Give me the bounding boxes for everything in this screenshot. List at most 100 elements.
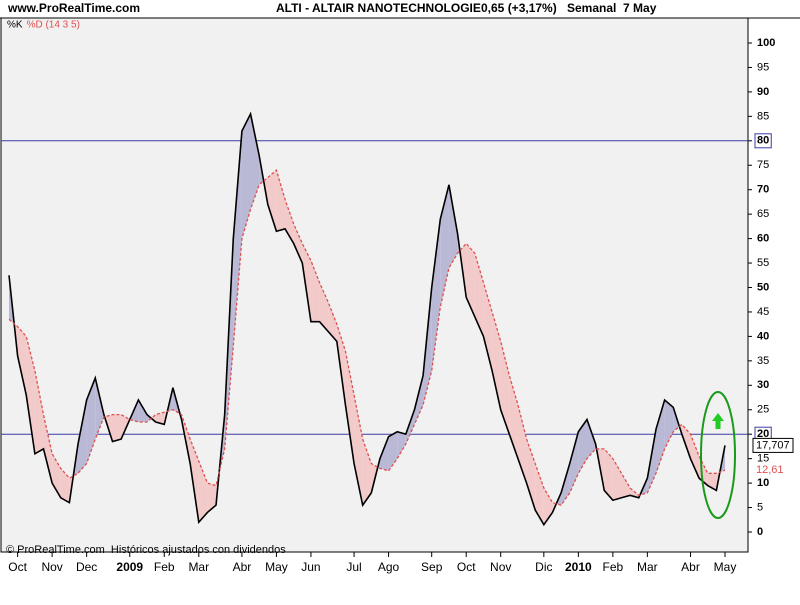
value-label: 12,61 bbox=[756, 464, 784, 476]
x-tick-label: Feb bbox=[603, 560, 624, 574]
fill-band bbox=[664, 399, 674, 449]
fill-band bbox=[500, 341, 510, 435]
fill-band bbox=[405, 409, 415, 444]
y-tick-label: 75 bbox=[757, 159, 769, 171]
y-tick-label: 85 bbox=[757, 110, 769, 122]
fill-band bbox=[207, 483, 217, 513]
y-tick-label: 80 bbox=[757, 135, 769, 147]
x-tick-label: Dec bbox=[76, 560, 97, 574]
fill-band bbox=[328, 302, 337, 342]
fill-band bbox=[379, 436, 389, 471]
x-tick-label: Dic bbox=[535, 560, 552, 574]
fill-band bbox=[604, 448, 613, 501]
fill-band bbox=[95, 377, 104, 440]
chart-title: ALTI - ALTAIR NANOTECHNOLOGIE bbox=[276, 1, 481, 15]
x-tick-label: Mar bbox=[637, 560, 658, 574]
y-tick-label: 40 bbox=[757, 330, 769, 342]
y-tick-label: 95 bbox=[757, 61, 769, 73]
fill-band bbox=[267, 170, 277, 232]
fill-band bbox=[586, 419, 596, 459]
fill-band bbox=[190, 439, 199, 523]
x-tick-label: Ago bbox=[378, 560, 400, 574]
y-tick-label: 0 bbox=[757, 526, 763, 538]
y-tick-label: 35 bbox=[757, 355, 769, 367]
y-tick-label: 50 bbox=[757, 281, 769, 293]
y-tick-label: 90 bbox=[757, 86, 769, 98]
fill-band bbox=[354, 395, 363, 506]
footer: © ProRealTime.com Históricos ajustados c… bbox=[6, 544, 286, 556]
fill-band bbox=[448, 184, 458, 268]
fill-band bbox=[345, 351, 355, 464]
fill-band bbox=[43, 414, 53, 484]
fill-band bbox=[690, 434, 700, 479]
y-tick-label: 100 bbox=[757, 37, 775, 49]
x-tick-label: Sep bbox=[421, 560, 443, 574]
y-tick-label: 65 bbox=[757, 208, 769, 220]
y-tick-label: 25 bbox=[757, 404, 769, 416]
fill-band bbox=[655, 399, 665, 474]
fill-band bbox=[431, 219, 441, 371]
fill-band bbox=[362, 439, 372, 506]
fill-band bbox=[414, 375, 424, 425]
price: 0,65 (+3,17%) bbox=[481, 1, 557, 15]
x-tick-label: May bbox=[265, 560, 288, 574]
fill-band bbox=[569, 431, 579, 493]
fill-band bbox=[561, 463, 570, 506]
fill-band bbox=[466, 243, 475, 317]
x-tick-label: Jun bbox=[301, 560, 320, 574]
fill-band bbox=[17, 326, 27, 396]
fill-band bbox=[319, 282, 329, 332]
fill-band bbox=[250, 113, 260, 210]
fill-band bbox=[492, 311, 501, 410]
fill-band bbox=[526, 439, 536, 510]
fill-band bbox=[155, 412, 165, 425]
y-tick-label: 30 bbox=[757, 379, 769, 391]
y-tick-label: 15 bbox=[757, 453, 769, 465]
fill-band bbox=[198, 461, 208, 523]
legend-label: %K bbox=[7, 20, 23, 31]
plot-area bbox=[0, 17, 749, 553]
fill-band bbox=[612, 458, 622, 501]
y-tick-label: 5 bbox=[757, 501, 763, 513]
x-tick-label: 2009 bbox=[116, 560, 143, 574]
fill-band bbox=[578, 419, 587, 474]
fill-band bbox=[86, 377, 96, 464]
y-tick-label: 60 bbox=[757, 233, 769, 245]
fill-band bbox=[681, 424, 691, 459]
x-tick-label: Nov bbox=[41, 560, 62, 574]
x-tick-label: Oct bbox=[457, 560, 476, 574]
fill-band bbox=[60, 468, 70, 503]
fill-band bbox=[34, 370, 44, 454]
x-tick-label: Oct bbox=[8, 560, 27, 574]
x-tick-label: Abr bbox=[233, 560, 252, 574]
y-tick-box bbox=[754, 133, 772, 149]
x-tick-label: Feb bbox=[154, 560, 175, 574]
fill-band bbox=[621, 473, 631, 498]
fill-band bbox=[26, 336, 35, 454]
fill-band bbox=[276, 170, 286, 232]
series-line bbox=[8, 168, 726, 506]
y-tick-label: 70 bbox=[757, 184, 769, 196]
legend-label: %D (14 3 5) bbox=[27, 20, 80, 31]
y-tick-label: 10 bbox=[757, 477, 769, 489]
fill-band bbox=[112, 414, 122, 442]
y-tick-label: 45 bbox=[757, 306, 769, 318]
fill-band bbox=[474, 253, 484, 337]
y-tick-label: 20 bbox=[757, 428, 769, 440]
fill-band bbox=[241, 113, 251, 239]
value-label-box bbox=[752, 437, 794, 453]
site: www.ProRealTime.com bbox=[7, 1, 140, 15]
x-tick-label: Abr bbox=[681, 560, 700, 574]
fill-band bbox=[483, 282, 493, 371]
series-line bbox=[8, 111, 726, 527]
highlight-ellipse bbox=[700, 391, 736, 519]
up-arrow bbox=[712, 413, 724, 429]
fill-band bbox=[397, 431, 406, 459]
y-tick-label: 55 bbox=[757, 257, 769, 269]
x-tick-label: Jul bbox=[346, 560, 361, 574]
x-tick-label: Nov bbox=[490, 560, 511, 574]
fill-band bbox=[138, 399, 148, 422]
fill-band bbox=[535, 463, 544, 525]
fill-band bbox=[78, 399, 87, 474]
